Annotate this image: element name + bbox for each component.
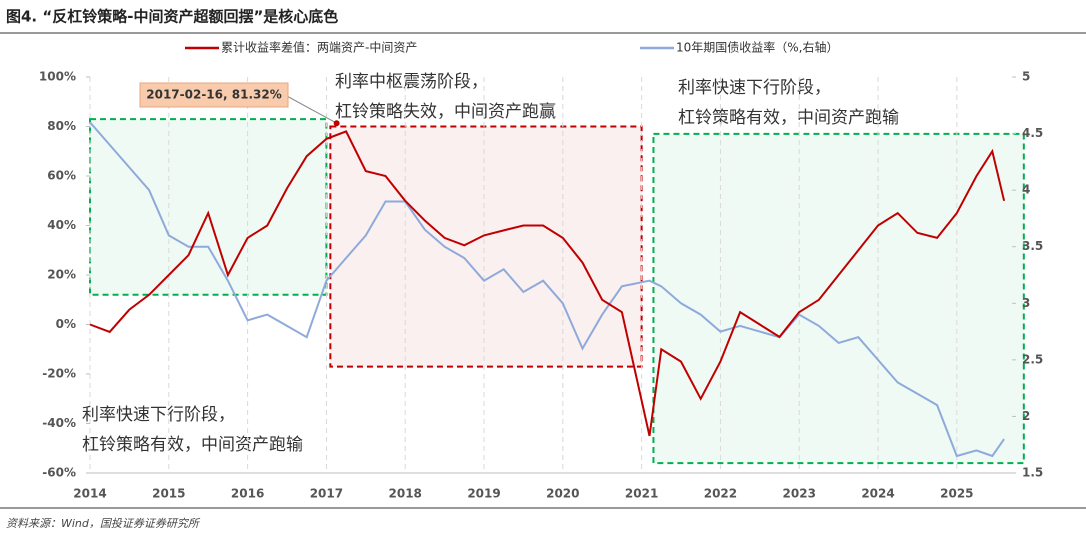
y2-tick-label: 2.5: [1022, 352, 1043, 366]
y2-tick-label: 1.5: [1022, 466, 1043, 480]
y2-tick-label: 3.5: [1022, 239, 1043, 253]
y-tick-label: 20%: [47, 268, 76, 282]
y2-tick-label: 4: [1022, 183, 1030, 197]
x-tick-label: 2015: [152, 487, 185, 501]
y2-tick-label: 5: [1022, 70, 1030, 84]
y-tick-label: 60%: [47, 169, 76, 183]
region: [329, 125, 643, 368]
y-tick-label: 0%: [56, 317, 76, 331]
region: [89, 118, 328, 296]
y-tick-label: 80%: [47, 119, 76, 133]
x-tick-label: 2017: [310, 487, 343, 501]
region-label: 利率快速下行阶段，: [678, 78, 831, 98]
series-line: [89, 121, 1005, 458]
region-label: 利率快速下行阶段，: [82, 405, 235, 425]
x-tick-label: 2014: [73, 487, 106, 501]
series-line: [89, 130, 1006, 437]
x-tick-label: 2018: [389, 487, 422, 501]
chart-title: 图4. “反杠铃策略-中间资产超额回摆”是核心底色: [6, 8, 338, 26]
annotation-point: [333, 120, 340, 127]
y-tick-label: 100%: [39, 70, 76, 84]
region-label: 杠铃策略有效，中间资产跑输: [678, 108, 899, 128]
y-tick-label: -20%: [42, 367, 76, 381]
x-tick-label: 2016: [231, 487, 264, 501]
legend-label: 累计收益率差值：两端资产-中间资产: [221, 40, 417, 55]
legend-label: 10年期国债收益率（%,右轴）: [676, 40, 839, 55]
y-tick-label: -60%: [42, 466, 76, 480]
x-tick-label: 2021: [625, 487, 658, 501]
y-tick-label: -40%: [42, 416, 76, 430]
y-tick-label: 40%: [47, 218, 76, 232]
x-tick-label: 2023: [783, 487, 816, 501]
annotation-label: 2017-02-16, 81.32%: [146, 88, 281, 102]
x-tick-label: 2019: [467, 487, 500, 501]
region-label: 杠铃策略失效，中间资产跑赢: [335, 102, 556, 122]
y2-tick-label: 3: [1022, 296, 1030, 310]
y2-tick-label: 2: [1022, 409, 1030, 423]
region-label: 杠铃策略有效，中间资产跑输: [82, 435, 303, 455]
region: [652, 132, 1025, 465]
annotation-leader: [284, 94, 337, 124]
x-tick-label: 2025: [940, 487, 973, 501]
region-label: 利率中枢震荡阶段，: [335, 72, 488, 92]
source: 资料来源：Wind，国投证券证券研究所: [6, 517, 201, 530]
x-tick-label: 2024: [861, 487, 894, 501]
y2-tick-label: 4.5: [1022, 126, 1043, 140]
x-tick-label: 2020: [546, 487, 579, 501]
x-tick-label: 2022: [704, 487, 737, 501]
annotation-box: [139, 82, 289, 108]
